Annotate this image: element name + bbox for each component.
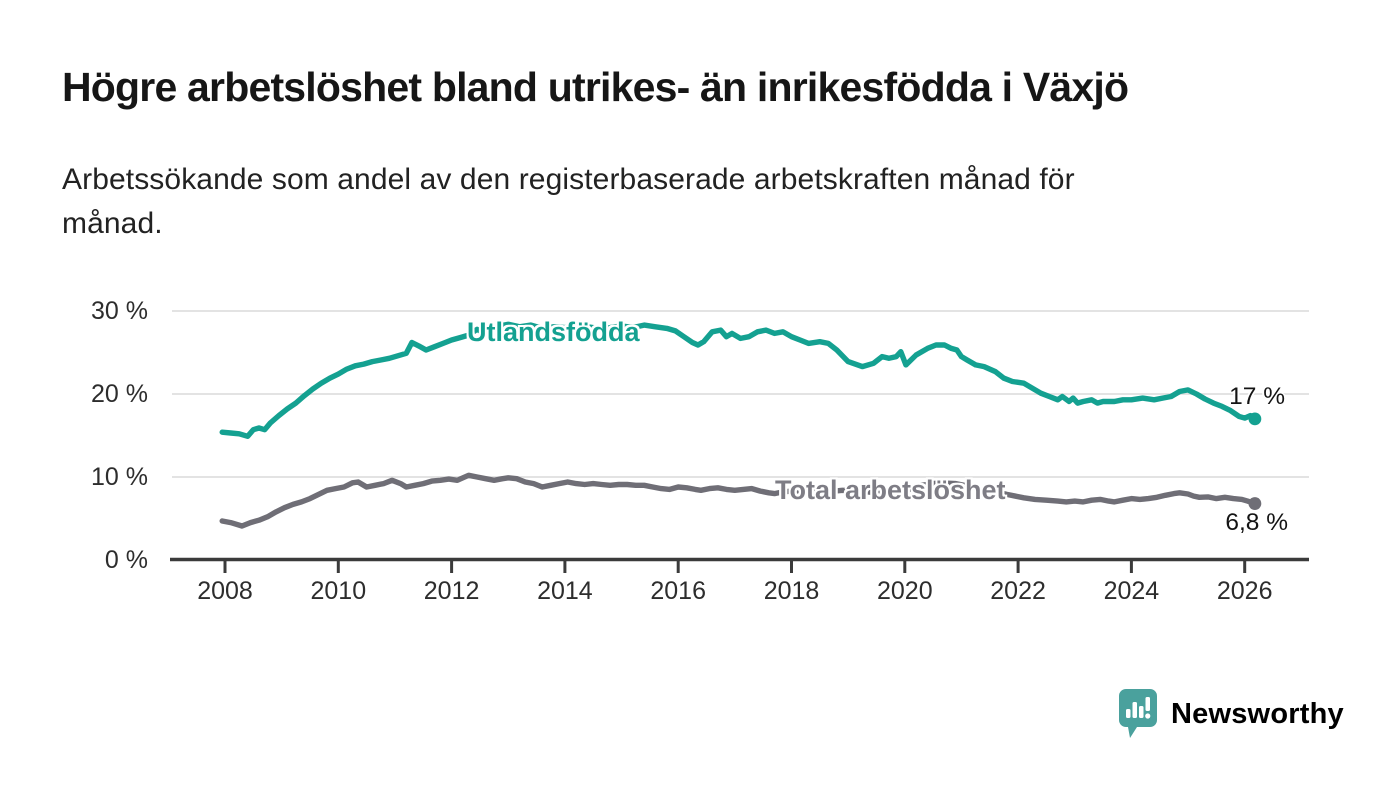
x-axis-tick-label: 2020 [876,577,933,605]
series-line-utlandsfodda [219,321,1258,439]
end-value-label-total: 6,8 % [1225,509,1288,536]
y-axis-tick-label: 30 % [91,297,148,325]
chart-subtitle: Arbetssökande som andel av den registerb… [62,163,1075,241]
series-label-utlandsfodda: Utlandsfödda [467,317,640,347]
series-endpoint-dot [1248,497,1262,510]
x-axis-tick-label: 2024 [1103,577,1160,605]
series-line-total [219,472,1258,529]
y-axis-tick-label: 10 % [91,463,148,491]
x-axis-tick-label: 2010 [310,577,367,605]
x-axis-tick-label: 2012 [423,577,480,605]
newsworthy-logo: Newsworthy [1118,688,1344,741]
bar-chart-speech-bubble-icon [1119,689,1157,738]
x-axis-tick-label: 2026 [1216,577,1273,605]
y-axis-tick-label: 20 % [91,380,148,408]
x-axis-tick-label: 2014 [537,577,593,605]
newsworthy-wordmark: Newsworthy [1171,698,1344,730]
chart-title: Högre arbetslöshet bland utrikes- än inr… [62,64,1129,110]
series-endpoint-dot [1248,412,1262,426]
y-axis-tick-label: 0 % [104,546,148,574]
x-axis-tick-label: 2008 [197,577,253,605]
x-axis-tick-label: 2022 [990,577,1046,605]
series-label-total: Total arbetslöshet [775,475,1006,505]
end-value-label-utlandsfodda: 17 % [1229,383,1285,410]
x-axis-tick-label: 2018 [763,577,820,605]
x-axis-tick-label: 2016 [650,577,706,605]
